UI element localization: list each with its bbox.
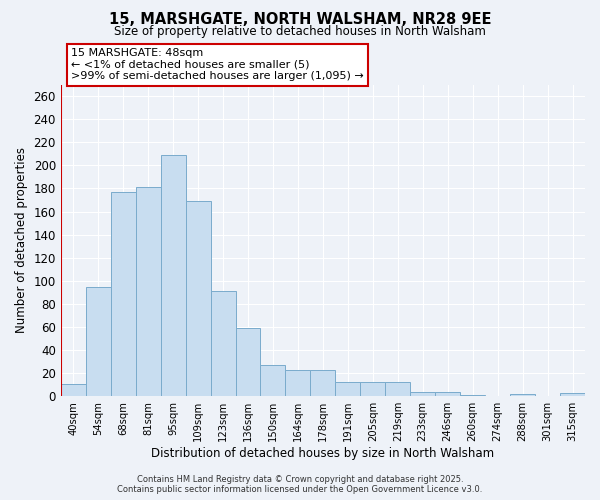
Bar — [111, 192, 136, 396]
X-axis label: Distribution of detached houses by size in North Walsham: Distribution of detached houses by size … — [151, 447, 494, 460]
Bar — [236, 328, 260, 396]
Bar — [510, 394, 535, 396]
Text: 15, MARSHGATE, NORTH WALSHAM, NR28 9EE: 15, MARSHGATE, NORTH WALSHAM, NR28 9EE — [109, 12, 491, 28]
Text: Contains HM Land Registry data © Crown copyright and database right 2025.
Contai: Contains HM Land Registry data © Crown c… — [118, 474, 482, 494]
Bar — [361, 382, 385, 396]
Bar — [286, 370, 310, 396]
Y-axis label: Number of detached properties: Number of detached properties — [15, 148, 28, 334]
Bar — [410, 392, 435, 396]
Bar — [185, 201, 211, 396]
Bar — [335, 382, 361, 396]
Bar — [136, 188, 161, 396]
Bar — [211, 291, 236, 396]
Bar — [260, 365, 286, 396]
Bar — [161, 155, 185, 396]
Text: Size of property relative to detached houses in North Walsham: Size of property relative to detached ho… — [114, 25, 486, 38]
Bar — [435, 392, 460, 396]
Text: 15 MARSHGATE: 48sqm
← <1% of detached houses are smaller (5)
>99% of semi-detach: 15 MARSHGATE: 48sqm ← <1% of detached ho… — [71, 48, 364, 82]
Bar — [86, 286, 111, 396]
Bar — [61, 384, 86, 396]
Bar — [310, 370, 335, 396]
Bar — [560, 392, 585, 396]
Bar — [385, 382, 410, 396]
Bar — [460, 395, 485, 396]
